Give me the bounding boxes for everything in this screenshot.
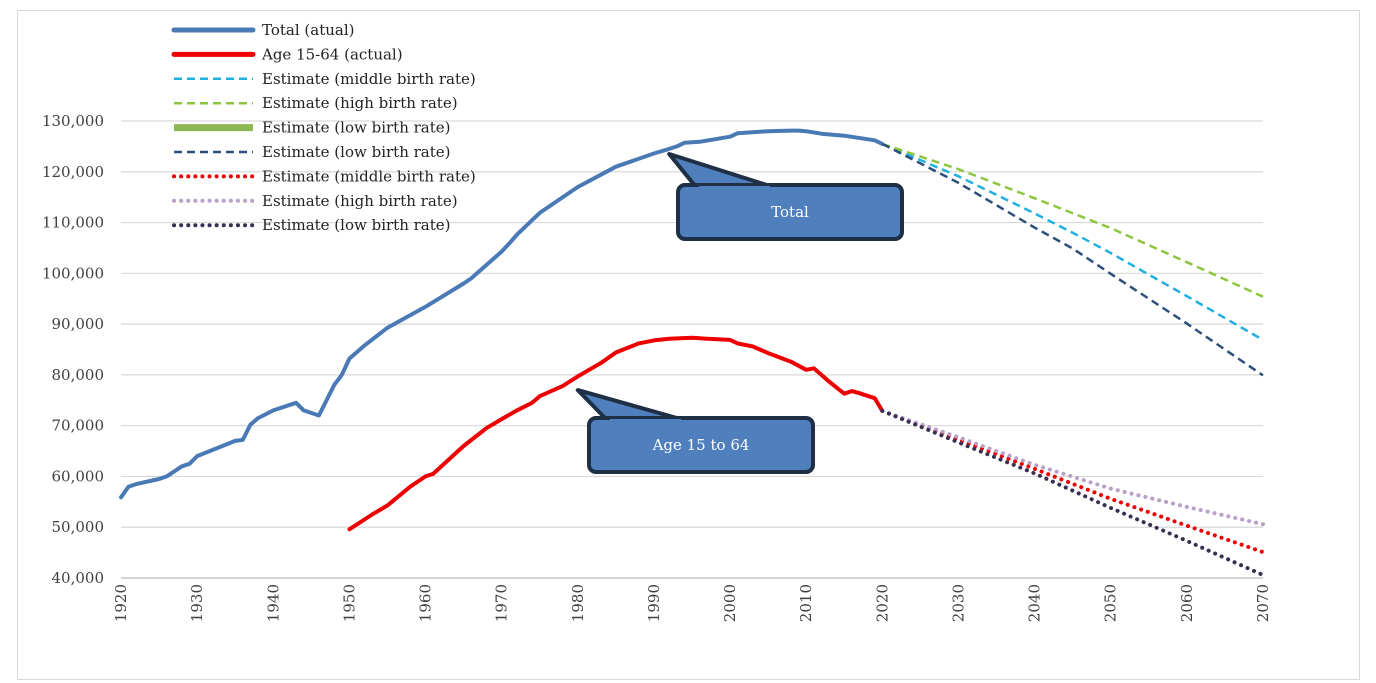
x-tick-label: 1950 — [340, 584, 358, 622]
series-line-7 — [880, 408, 1265, 555]
y-tick-label: 100,000 — [42, 264, 104, 282]
callout-pointer — [667, 152, 775, 189]
legend: Total (atual) Age 15-64 (actual) Estimate … — [171, 21, 476, 234]
legend-label-4: Estimate (high birth rate) — [262, 94, 458, 112]
x-tick-label: 2050 — [1102, 584, 1120, 622]
legend-label-3: Estimate (middle birth rate) — [262, 70, 476, 88]
legend-label-2: Age 15-64 (actual) — [261, 45, 403, 63]
x-tick-label: 1970 — [493, 584, 511, 622]
callout-label: Age 15 to 64 — [652, 436, 750, 454]
y-tick-label: 130,000 — [42, 112, 104, 130]
chart-frame — [17, 10, 1360, 680]
axes: 40,000 50,000 60,000 70,000 80,000 90,000 100,… — [42, 112, 1272, 622]
series-line-4 — [881, 142, 1264, 298]
y-tick-label: 80,000 — [52, 366, 105, 384]
x-tick-label: 1980 — [569, 584, 587, 622]
legend-label-9: Estimate (low birth rate) — [262, 216, 451, 234]
y-tick-label: 70,000 — [52, 417, 105, 435]
legend-label-8: Estimate (high birth rate) — [262, 192, 458, 210]
callout-label: Total — [771, 203, 809, 221]
legend-label-7: Estimate (middle birth rate) — [262, 167, 476, 185]
series-line-9 — [880, 408, 1265, 577]
x-tick-label: 1940 — [264, 584, 282, 622]
x-tick-label: 2070 — [1254, 584, 1272, 622]
callout-pointer — [575, 388, 686, 422]
callout-box — [676, 183, 904, 241]
x-tick-label: 1990 — [645, 584, 663, 622]
y-tick-label: 50,000 — [52, 518, 105, 536]
series-line-1 — [119, 128, 885, 500]
x-tick-label: 2030 — [949, 584, 967, 622]
series-line-8 — [880, 408, 1265, 527]
x-tick-label: 2020 — [873, 584, 891, 622]
y-tick-label: 40,000 — [52, 569, 105, 587]
x-tick-label: 2040 — [1026, 584, 1044, 622]
x-tick-label: 2000 — [721, 584, 739, 622]
legend-label-1: Total (atual) — [262, 21, 354, 39]
x-tick-label: 1930 — [188, 584, 206, 622]
x-tick-label: 2060 — [1178, 584, 1196, 622]
y-tick-label: 60,000 — [52, 467, 105, 485]
x-tick-label: 2010 — [797, 584, 815, 622]
y-tick-label: 120,000 — [42, 163, 104, 181]
series-line-2 — [347, 335, 885, 532]
legend-label-5: Estimate (low birth rate) — [262, 119, 451, 137]
legend-label-6: Estimate (low birth rate) — [262, 143, 451, 161]
series-lines — [119, 128, 1265, 577]
callout-box — [587, 416, 815, 474]
x-tick-label: 1920 — [112, 584, 130, 622]
x-tick-label: 1960 — [417, 584, 435, 622]
y-tick-label: 110,000 — [42, 214, 104, 232]
y-tick-label: 90,000 — [52, 315, 105, 333]
series-line-6 — [881, 142, 1264, 377]
callouts: Total Age 15 to 64 — [575, 152, 904, 474]
series-line-3 — [881, 142, 1264, 341]
